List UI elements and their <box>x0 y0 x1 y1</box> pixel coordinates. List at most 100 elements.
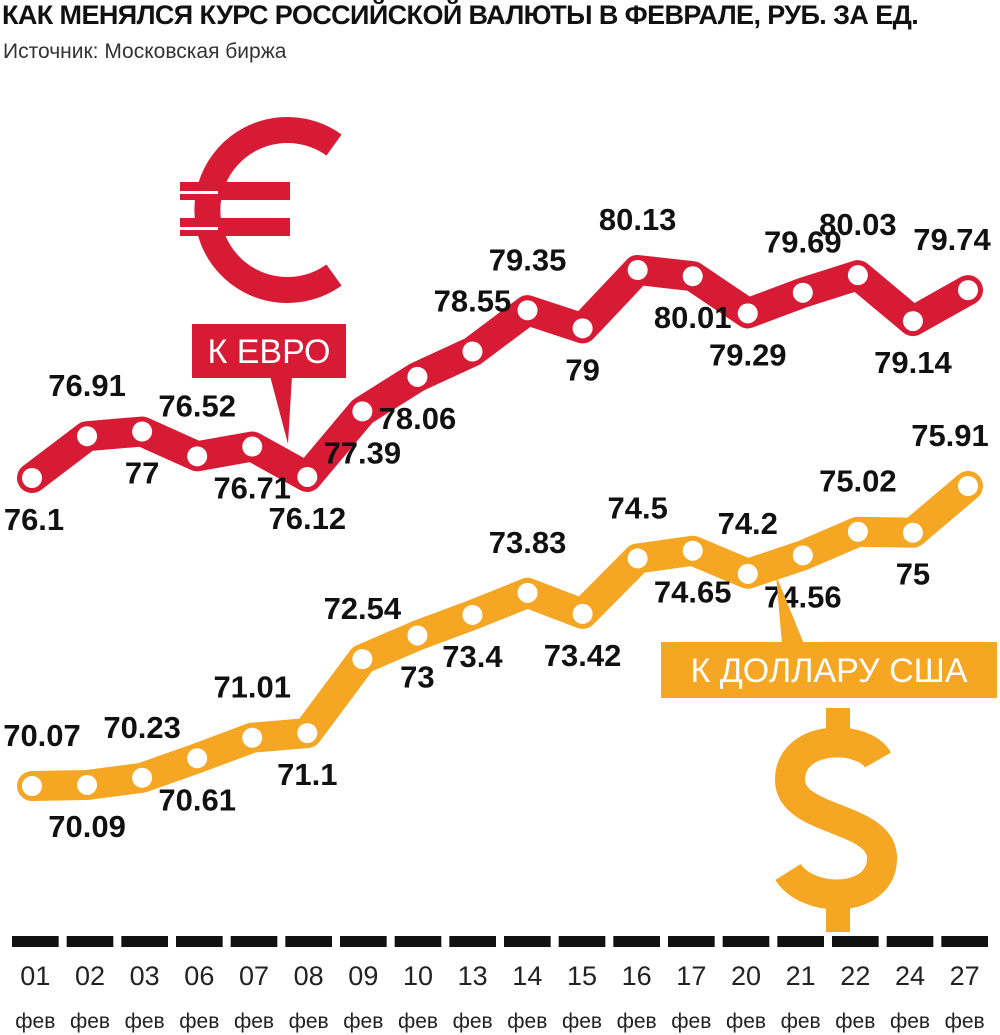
x-tick-month-label: фев <box>890 1010 930 1033</box>
x-tick-label: 16 <box>622 961 652 991</box>
usd-data-label: 73.42 <box>544 638 622 673</box>
x-tick-month-label: фев <box>125 1010 165 1033</box>
x-tick-label: 06 <box>184 961 214 991</box>
usd-data-label: 72.54 <box>324 591 402 626</box>
x-tick-label: 09 <box>348 961 378 991</box>
usd-data-label: 71.1 <box>277 757 337 792</box>
usd-point <box>517 582 538 603</box>
usd-point <box>462 604 483 625</box>
usd-point <box>792 545 813 566</box>
x-tick-month-label: фев <box>343 1010 383 1033</box>
usd-data-label: 73.83 <box>489 525 567 560</box>
x-tick-label: 13 <box>458 961 488 991</box>
axis-tick-segment <box>340 936 387 947</box>
usd-point <box>242 727 263 748</box>
x-tick-month-label: фев <box>70 1010 110 1033</box>
euro-sign-icon <box>178 117 342 303</box>
usd-data-label: 71.01 <box>213 670 291 705</box>
x-tick-month-label: фев <box>617 1010 657 1033</box>
x-tick-label: 02 <box>75 961 105 991</box>
euro-data-label: 76.52 <box>158 388 236 423</box>
euro-data-label: 79.74 <box>913 222 991 257</box>
usd-data-label: 70.09 <box>48 809 126 844</box>
axis-tick-segment <box>504 936 551 947</box>
euro-data-label: 78.55 <box>434 284 512 319</box>
x-tick-month-label: фев <box>562 1010 602 1033</box>
usd-legend-callout: К ДОЛЛАРУ США <box>661 575 997 698</box>
euro-data-label: 76.12 <box>269 501 347 536</box>
euro-point <box>242 436 263 457</box>
usd-point <box>572 603 593 624</box>
euro-legend-callout: К ЕВРО <box>192 324 346 444</box>
euro-data-label: 77.39 <box>324 435 402 470</box>
axis-tick-segment <box>613 936 660 947</box>
axis-tick-segment <box>66 936 114 947</box>
usd-point <box>77 774 98 795</box>
axis-tick-segment <box>121 936 168 947</box>
euro-point <box>958 280 978 301</box>
axis-tick-segment <box>449 936 496 947</box>
euro-data-label: 76.1 <box>4 502 64 537</box>
usd-point <box>902 522 923 543</box>
x-tick-month-label: фев <box>234 1010 274 1033</box>
usd-point <box>297 723 318 744</box>
usd-point <box>132 767 153 788</box>
axis-tick-segment <box>941 936 988 947</box>
euro-point <box>77 426 98 447</box>
euro-data-label: 79.35 <box>489 242 567 277</box>
euro-point <box>462 341 483 362</box>
euro-point <box>737 303 758 324</box>
usd-point <box>627 548 648 569</box>
euro-data-label: 79.14 <box>874 345 952 380</box>
euro-data-label: 78.06 <box>379 401 457 436</box>
euro-point <box>682 266 703 287</box>
axis-tick-segment <box>777 936 824 947</box>
x-tick-month-label: фев <box>835 1010 875 1033</box>
usd-data-label: 74.56 <box>764 579 842 614</box>
chart-source: Источник: Московская биржа <box>3 40 287 63</box>
usd-data-label: 70.61 <box>158 782 236 817</box>
axis-tick-segment <box>668 936 715 947</box>
x-tick-month-label: фев <box>15 1010 55 1033</box>
usd-data-label: 73 <box>400 659 434 694</box>
usd-data-label: 75.02 <box>819 464 897 499</box>
x-tick-month-label: фев <box>507 1010 547 1033</box>
euro-data-label: 79.29 <box>709 337 787 372</box>
euro-legend-label: К ЕВРО <box>208 333 331 371</box>
euro-data-label: 76.71 <box>213 471 291 506</box>
usd-data-label: 74.65 <box>654 575 732 610</box>
usd-data-label: 73.4 <box>442 639 503 674</box>
x-tick-month-label: фев <box>398 1010 438 1033</box>
usd-data-label: 74.2 <box>718 506 778 541</box>
usd-data-label: 70.23 <box>103 710 181 745</box>
usd-point <box>22 776 42 796</box>
euro-data-label: 79.69 <box>764 225 842 260</box>
x-tick-label: 15 <box>567 961 597 991</box>
euro-point <box>407 366 428 387</box>
x-tick-month-label: фев <box>179 1010 219 1033</box>
euro-point <box>297 466 318 487</box>
x-tick-label: 03 <box>130 961 160 991</box>
usd-point <box>847 521 868 542</box>
euro-point <box>627 260 648 280</box>
x-tick-month-label: фев <box>453 1010 493 1033</box>
axis-tick-segment <box>285 936 332 947</box>
axis-tick-segment <box>12 936 59 947</box>
x-tick-label: 14 <box>512 961 542 991</box>
usd-data-label: 75.91 <box>911 418 989 453</box>
euro-point <box>132 421 153 442</box>
x-tick-label: 17 <box>676 961 706 991</box>
usd-series: 70.0770.0970.2370.6171.0171.172.547373.4… <box>3 418 989 844</box>
x-tick-month-label: фев <box>289 1010 329 1033</box>
axis-tick-segment <box>394 936 442 947</box>
euro-point <box>352 401 373 422</box>
euro-data-label: 80.01 <box>654 300 732 335</box>
euro-data-label: 80.03 <box>819 207 897 242</box>
usd-point <box>958 476 978 496</box>
x-tick-month-label: фев <box>781 1010 821 1033</box>
euro-point <box>572 318 593 339</box>
euro-data-label: 79 <box>565 352 599 387</box>
x-tick-label: 21 <box>786 961 816 991</box>
